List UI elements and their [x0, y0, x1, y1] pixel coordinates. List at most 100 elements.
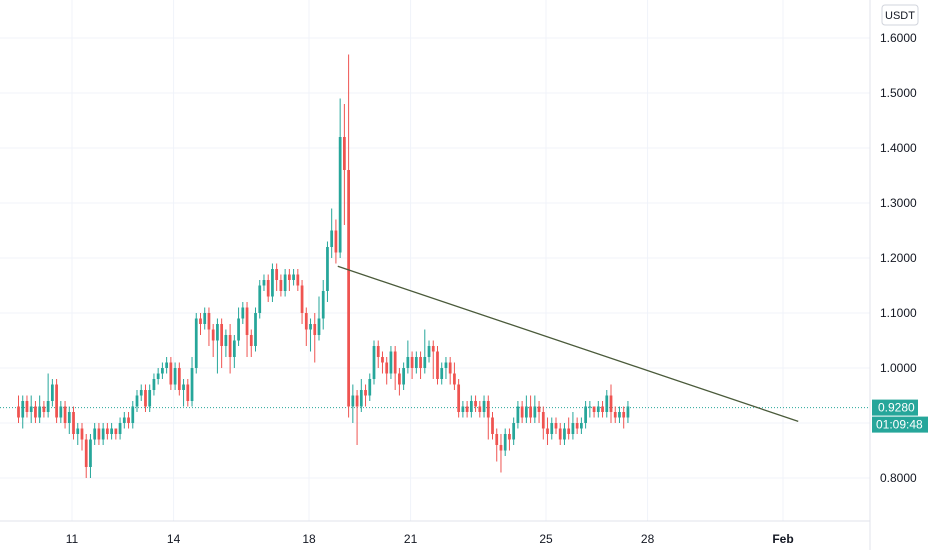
time-tick-label: 25 [539, 532, 553, 546]
candle-body [482, 401, 486, 412]
candle-body [423, 357, 427, 368]
candle-body [558, 428, 562, 440]
candle-body [444, 362, 448, 368]
candle-body [596, 406, 600, 412]
candle-body [304, 313, 308, 330]
candle-body [182, 384, 185, 390]
candle-body [207, 313, 211, 330]
candle-body [254, 313, 257, 346]
currency-badge-box [881, 4, 919, 26]
candle-body [402, 368, 406, 385]
candle-body [372, 346, 376, 379]
candle-body [21, 401, 25, 418]
candle-body [169, 362, 173, 385]
price-tick-label: 1.4000 [880, 141, 917, 155]
currency-badge[interactable]: USDT [881, 4, 919, 26]
candle-body [351, 395, 355, 407]
candle-body [343, 137, 346, 170]
candle-body [283, 274, 287, 291]
candle-body [156, 373, 160, 379]
candle-body [67, 412, 71, 423]
time-axis[interactable]: 11 14 18 21 25 28 Feb [66, 532, 794, 546]
candle-body [609, 395, 613, 412]
candle-body [478, 406, 482, 412]
candle-body [203, 313, 207, 324]
candle-body [38, 406, 42, 418]
candle-body [618, 412, 621, 418]
candle-body [114, 428, 118, 434]
candle-body [512, 423, 516, 440]
candle-body [29, 406, 33, 412]
candle-body [499, 445, 503, 451]
candle-body [491, 417, 494, 434]
candle-body [135, 395, 139, 407]
candle-body [194, 318, 198, 368]
candle-body [279, 280, 283, 291]
time-tick-label: 18 [302, 532, 316, 546]
candle-body [347, 170, 350, 407]
time-tick-label: 11 [66, 532, 79, 546]
candle-body [228, 335, 232, 357]
time-tick-label: 21 [404, 532, 418, 546]
candle-body [465, 406, 469, 412]
candle-body [546, 428, 549, 434]
candle-body [17, 406, 20, 418]
candle-body [34, 406, 37, 418]
candle-body [613, 412, 617, 418]
candle-body [97, 428, 101, 440]
candle-body [309, 324, 312, 330]
candle-body [216, 324, 219, 341]
candle-body [249, 335, 253, 346]
price-tick-label: 0.8000 [880, 471, 917, 485]
candle-body [571, 423, 575, 434]
candle-body [148, 390, 152, 407]
candle-body [63, 406, 67, 423]
time-tick-label: 14 [167, 532, 181, 546]
candle-body [152, 379, 156, 390]
candle-body [376, 346, 380, 357]
trendline[interactable] [337, 265, 799, 422]
candle-body [296, 274, 300, 286]
candle-body [173, 368, 177, 385]
candle-body [220, 324, 224, 346]
candle-body [190, 368, 194, 401]
candle-body [127, 417, 130, 423]
candle-body [567, 428, 571, 434]
candle-body [287, 274, 291, 280]
candle-body [453, 373, 456, 385]
candle-body [93, 428, 97, 440]
candle-body [131, 406, 135, 423]
last-price-tag: 0.9280 01:09:48 [872, 399, 928, 433]
candle-body [533, 406, 537, 418]
candle-body [80, 428, 84, 440]
candle-body [110, 428, 113, 434]
candle-body [622, 412, 626, 418]
candle-body [398, 373, 401, 385]
candle-body [575, 423, 579, 429]
candle-body [588, 406, 592, 408]
candle-body [563, 428, 566, 440]
candle-body [431, 346, 435, 352]
candle-body [42, 406, 46, 412]
candle-body [601, 406, 604, 412]
last-price-tag-box [872, 399, 918, 416]
candle-body [55, 384, 58, 418]
candle-body [46, 401, 50, 412]
time-tick-label: 28 [641, 532, 655, 546]
candle-body [626, 406, 630, 418]
candles [17, 54, 630, 478]
candle-body [503, 434, 507, 451]
candle-body [486, 401, 490, 418]
candle-body [161, 368, 164, 374]
candle-body [529, 406, 532, 418]
trendline-segment [337, 265, 799, 422]
last-price-label: 0.9280 [878, 401, 915, 415]
candle-body [101, 428, 105, 440]
price-tick-label: 1.5000 [880, 86, 917, 100]
candle-body [381, 357, 384, 363]
candle-body [237, 318, 240, 341]
candle-body [385, 362, 389, 374]
price-tick-label: 1.6000 [880, 31, 917, 45]
